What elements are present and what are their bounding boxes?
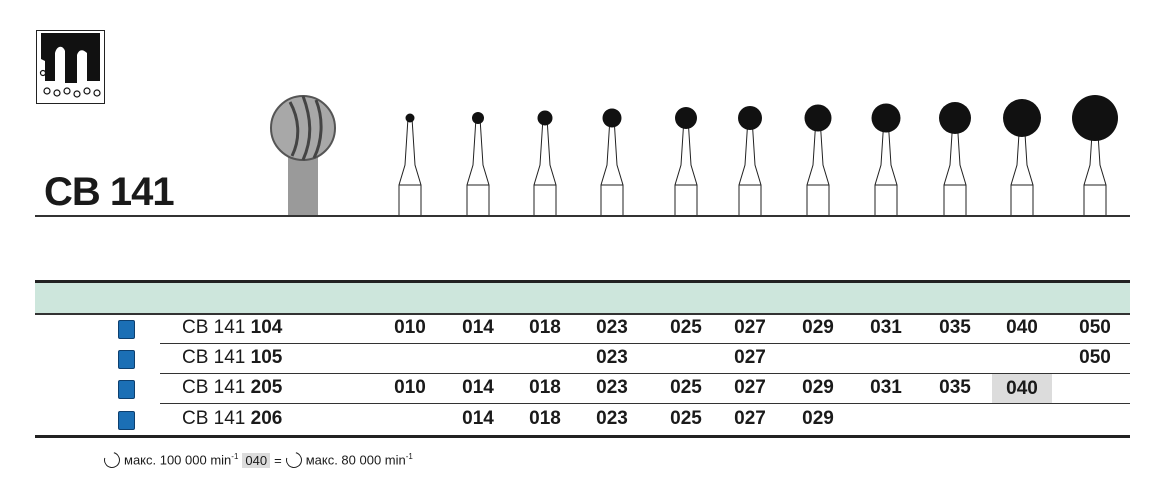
divider: [35, 313, 1130, 315]
size-cell-023: 023: [596, 408, 628, 429]
equals: =: [274, 452, 282, 468]
row-marker: [118, 411, 135, 430]
rotation-icon: [282, 449, 305, 471]
table-row: CB 141 206 014 018 023 025 027 029: [0, 405, 1176, 435]
bur-size-050: [1072, 95, 1118, 216]
size-cell-027: 027: [734, 408, 766, 429]
size-cell-023: 023: [596, 317, 628, 338]
size-cell-029: 029: [802, 408, 834, 429]
size-cell-023: 023: [596, 347, 628, 368]
size-cell-014: 014: [462, 377, 494, 398]
row-marker: [118, 350, 135, 369]
bur-size-010: [398, 113, 422, 216]
size-cell-010: 010: [394, 377, 426, 398]
size-cell-014: 014: [462, 408, 494, 429]
product-code: CB 141 105: [182, 347, 283, 368]
max-speed-2: макс. 80 000 min-1: [305, 452, 413, 468]
footnote: макс. 100 000 min-1 040 = макс. 80 000 m…: [101, 449, 413, 471]
row-divider: [160, 403, 1130, 405]
size-cell-018: 018: [529, 408, 561, 429]
table-top-rule: [35, 280, 1130, 283]
size-cell-031: 031: [870, 317, 902, 338]
size-cell-050: 050: [1079, 347, 1111, 368]
max-speed-1: макс. 100 000 min-1: [124, 452, 239, 468]
size-cell-027: 027: [734, 317, 766, 338]
size-cell-050: 050: [1079, 317, 1111, 338]
bur-size-018: [533, 110, 557, 216]
bur-size-027: [738, 106, 762, 216]
table-row: CB 141 105 023 027 050: [0, 344, 1176, 375]
footnote-code: 040: [242, 452, 271, 468]
size-cell-025: 025: [670, 408, 702, 429]
size-cell-027: 027: [734, 377, 766, 398]
row-divider: [160, 373, 1130, 375]
size-cell-029: 029: [802, 317, 834, 338]
bur-size-025: [674, 107, 698, 216]
size-cell-029: 029: [802, 377, 834, 398]
size-cell-010: 010: [394, 317, 426, 338]
divider: [35, 215, 1130, 217]
tooth-logo: [36, 30, 105, 104]
product-code: CB 141 206: [182, 408, 283, 429]
bur-size-035: [939, 102, 971, 216]
row-marker: [118, 380, 135, 399]
bur-size-040: [1003, 99, 1041, 216]
product-title: CB 141: [44, 170, 175, 214]
size-cell-023: 023: [596, 377, 628, 398]
size-cell-040: 040: [992, 374, 1052, 404]
table-header-band: [35, 283, 1130, 313]
rotation-icon: [101, 449, 123, 471]
bur-size-023: [600, 108, 624, 216]
row-marker: [118, 320, 135, 339]
bur-size-014: [466, 112, 490, 216]
bur-photo: [270, 95, 336, 216]
size-cell-025: 025: [670, 377, 702, 398]
product-code: CB 141 104: [182, 317, 283, 338]
table-row: CB 141 104 010 014 018 023 025 027 029 031 035 040…: [0, 314, 1176, 345]
product-code: CB 141 205: [182, 377, 283, 398]
table-bottom-rule: [35, 435, 1130, 438]
bur-size-029: [804, 104, 832, 216]
size-cell-027: 027: [734, 347, 766, 368]
bur-size-031: [871, 103, 901, 216]
row-divider: [160, 343, 1130, 345]
size-cell-040: 040: [1006, 317, 1038, 338]
size-cell-035: 035: [939, 377, 971, 398]
size-cell-035: 035: [939, 317, 971, 338]
table-row: CB 141 205 010 014 018 023 025 027 029 031 035 040: [0, 374, 1176, 405]
size-cell-018: 018: [529, 317, 561, 338]
bur-illustrations: [270, 95, 1118, 216]
size-cell-014: 014: [462, 317, 494, 338]
size-cell-018: 018: [529, 377, 561, 398]
size-cell-025: 025: [670, 317, 702, 338]
size-cell-031: 031: [870, 377, 902, 398]
